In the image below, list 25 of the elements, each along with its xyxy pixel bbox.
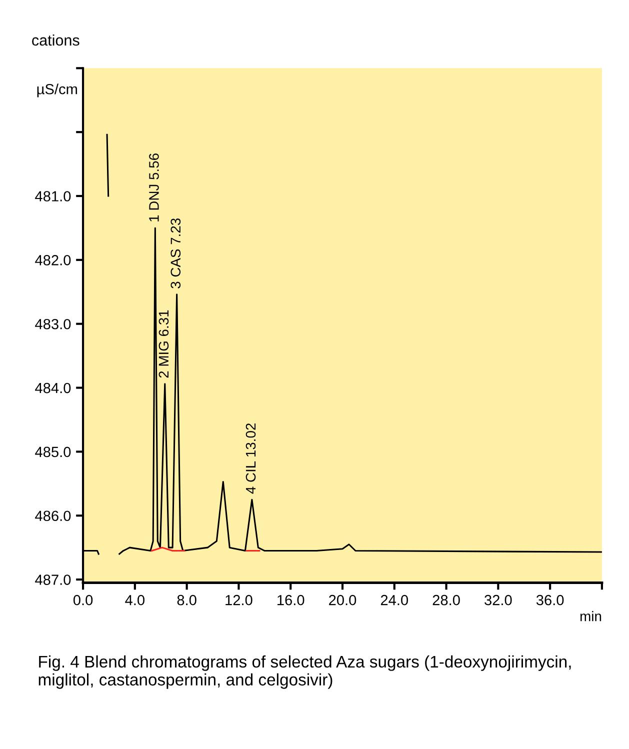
x-tick-label: 12.0 [226,594,252,606]
x-tick-label: 20.0 [329,594,356,606]
caption: Fig. 4 Blend chromatograms of selected Aza sugars (1-deoxynojirimycin, miglitol, castanospermin, and celgosivir) [38,655,571,689]
y-tick-label: 483.0 [35,318,71,330]
y-tick-label: 486.0 [35,510,71,522]
annotation: 3 CAS 7.23 [170,218,181,288]
y-axis-title: µS/cm [37,84,77,98]
annotation: 4 CIL 13.02 [246,423,256,494]
x-tick-label: 24.0 [380,594,408,606]
y-tick-label: 481.0 [35,191,71,202]
x-axis-title: min [580,611,602,622]
y-tick-label: 485.0 [35,446,71,458]
chart-title: cations [32,34,80,46]
x-tick-label: 32.0 [484,594,512,606]
y-tick-label: 484.0 [35,382,71,394]
x-tick-label: 36.0 [536,594,564,606]
x-tick-label: 16.0 [278,594,304,606]
annotation: 1 DNJ 5.56 [149,154,159,222]
y-tick-label: 482.0 [35,255,71,266]
y-tick-label: 487.0 [35,574,71,585]
x-tick-label: 8.0 [177,594,196,606]
x-tick-label: 28.0 [432,594,460,606]
x-tick-label: 0.0 [73,594,93,606]
x-tick-label: 4.0 [125,594,144,606]
annotation: 2 MIG 6.31 [158,310,169,378]
